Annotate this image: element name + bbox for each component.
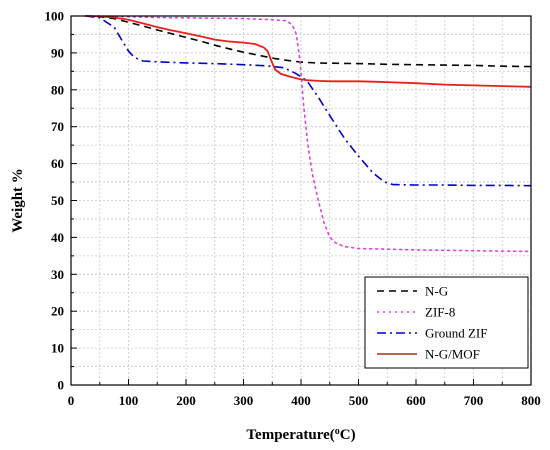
- x-tick-label: 700: [464, 393, 484, 408]
- x-tick-label: 600: [406, 393, 426, 408]
- x-axis-title: Temperature(oC): [246, 426, 355, 444]
- y-tick-label: 10: [51, 341, 64, 356]
- legend: N-G ZIF-8 Ground ZIF N-G/MOF: [364, 276, 529, 369]
- y-tick-label: 70: [51, 119, 64, 134]
- legend-box: [364, 276, 529, 369]
- legend-label: N-G/MOF: [425, 347, 480, 362]
- legend-label: Ground ZIF: [425, 326, 487, 341]
- series-layer: [84, 15, 532, 253]
- y-tick-label: 20: [51, 304, 64, 319]
- x-tick-label: 800: [521, 393, 541, 408]
- x-tick-label: 400: [291, 393, 311, 408]
- y-tick-label: 50: [51, 193, 64, 208]
- series-line-zif-8: [84, 15, 532, 253]
- x-tick-label: 0: [68, 393, 75, 408]
- x-axis-title-main: Temperature(: [246, 427, 334, 443]
- y-tick-label: 0: [58, 378, 65, 393]
- series-line-n-g-mof: [85, 15, 532, 88]
- y-tick-label: 40: [51, 230, 64, 245]
- x-tick-label: 300: [234, 393, 254, 408]
- y-tick-label: 80: [51, 82, 64, 97]
- series-line-n-g: [85, 15, 532, 68]
- y-tick-label: 30: [51, 267, 64, 282]
- x-axis-title-sup: o: [335, 426, 340, 437]
- y-tick-label: 90: [51, 45, 64, 60]
- legend-label: ZIF-8: [425, 305, 455, 320]
- x-tick-label: 500: [349, 393, 369, 408]
- series-line-ground-zif: [85, 15, 532, 187]
- x-tick-label: 100: [119, 393, 139, 408]
- y-axis-title: Weight %: [10, 168, 26, 233]
- legend-label: N-G: [425, 284, 448, 299]
- ticks: 0 100 200 300 400 500 600 700 800 0 10 20 30 40 50 60 70…: [45, 9, 541, 409]
- y-tick-label: 100: [45, 9, 65, 24]
- grid: [71, 16, 531, 385]
- x-axis-title-end: C): [340, 427, 356, 443]
- x-tick-label: 200: [176, 393, 196, 408]
- y-tick-label: 60: [51, 156, 64, 171]
